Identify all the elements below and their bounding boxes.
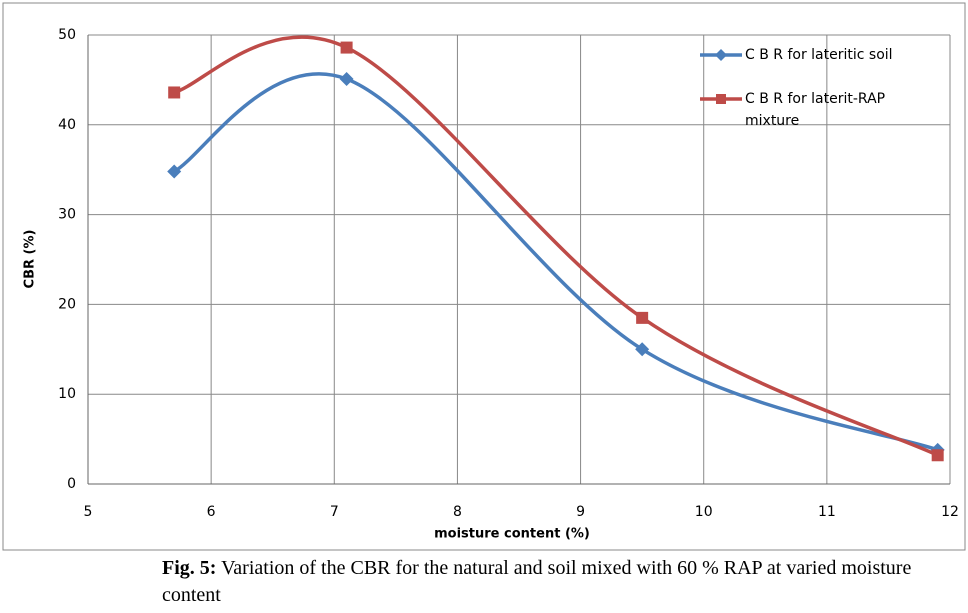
series-line bbox=[173, 72, 939, 452]
y-axis-label: CBR (%) bbox=[23, 230, 38, 289]
marker bbox=[716, 94, 726, 104]
legend-icon bbox=[700, 49, 742, 61]
caption: Fig. 5: Variation of the CBR for the nat… bbox=[162, 555, 922, 609]
legend-label: C B R for laterit-RAP mixture bbox=[745, 91, 886, 129]
y-tick-label: 30 bbox=[58, 207, 76, 223]
x-tick-label: 12 bbox=[941, 504, 959, 520]
legend-entry: C B R for laterit-RAP mixture bbox=[700, 88, 920, 132]
x-axis-label: moisture content (%) bbox=[434, 527, 590, 542]
y-tick-label: 50 bbox=[58, 27, 76, 43]
x-tick-label: 10 bbox=[695, 504, 713, 520]
marker bbox=[715, 49, 727, 61]
legend: C B R for lateritic soil C B R for lateri… bbox=[700, 44, 940, 154]
series-line bbox=[173, 35, 939, 457]
marker bbox=[636, 311, 649, 324]
legend-entry: C B R for lateritic soil bbox=[700, 44, 920, 66]
marker bbox=[931, 449, 944, 462]
x-tick-label: 6 bbox=[207, 504, 216, 520]
marker bbox=[168, 86, 181, 99]
y-tick-label: 40 bbox=[58, 117, 76, 133]
marker bbox=[635, 342, 650, 357]
x-tick-label: 5 bbox=[84, 504, 93, 520]
chart-border bbox=[2, 2, 966, 551]
y-tick-label: 0 bbox=[67, 476, 76, 492]
x-tick-label: 11 bbox=[818, 504, 836, 520]
caption-text: Variation of the CBR for the natural and… bbox=[162, 557, 912, 606]
x-tick-label: 7 bbox=[330, 504, 339, 520]
marker bbox=[340, 41, 353, 54]
marker bbox=[167, 164, 182, 179]
chart: CBR (%) moisture content (%) 0 10 20 30 40 50… bbox=[2, 2, 966, 551]
x-tick-label: 8 bbox=[453, 504, 462, 520]
y-tick-label: 10 bbox=[58, 386, 76, 402]
marker bbox=[339, 72, 354, 87]
x-tick-label: 9 bbox=[576, 504, 585, 520]
legend-icon bbox=[700, 94, 742, 104]
caption-label: Fig. 5: bbox=[162, 557, 217, 579]
legend-label: C B R for lateritic soil bbox=[745, 47, 893, 63]
y-tick-label: 20 bbox=[58, 296, 76, 312]
